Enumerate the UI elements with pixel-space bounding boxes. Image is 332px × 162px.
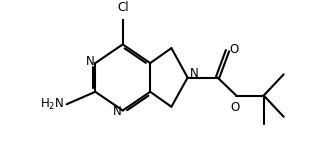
Text: N: N [113, 105, 122, 118]
Text: N: N [190, 67, 199, 80]
Text: O: O [230, 100, 240, 114]
Text: O: O [229, 43, 239, 56]
Text: H$_2$N: H$_2$N [41, 97, 65, 112]
Text: Cl: Cl [117, 1, 128, 14]
Text: N: N [85, 55, 94, 68]
